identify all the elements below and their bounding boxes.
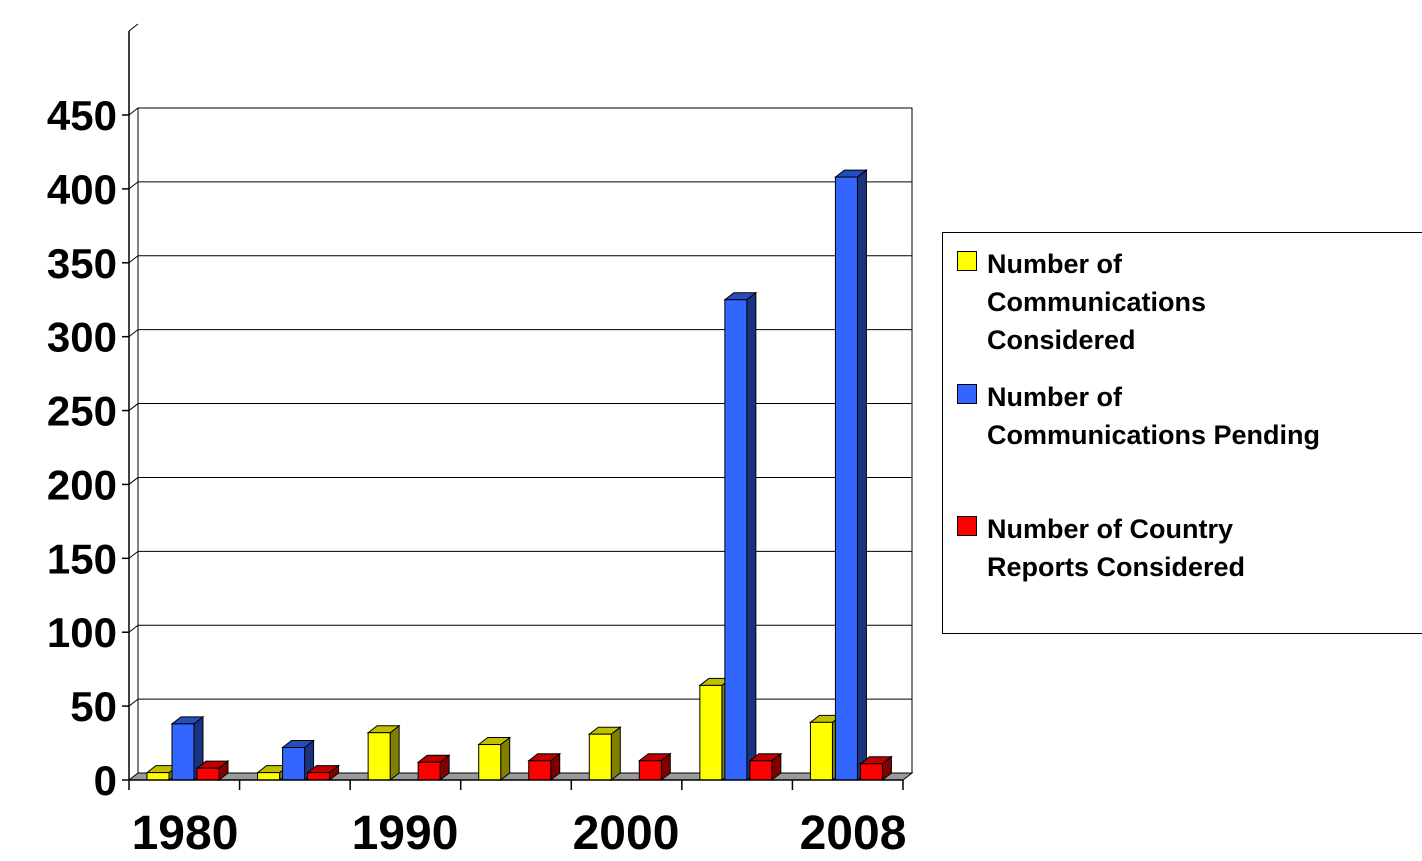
- y-tick-label: 250: [47, 388, 117, 435]
- bar: [170, 715, 205, 782]
- y-tick-label: 100: [47, 609, 117, 656]
- y-tick-label: 200: [47, 461, 117, 508]
- bar-front: [257, 772, 281, 781]
- bar-front: [834, 176, 858, 781]
- bar-front: [638, 760, 662, 781]
- bar-front: [307, 772, 331, 781]
- gridline-side: [128, 329, 139, 338]
- bar-front: [699, 684, 723, 781]
- bar: [858, 755, 893, 782]
- legend-label-line: Communications Pending: [987, 420, 1321, 450]
- legend-label: Number of Communications Pending: [987, 378, 1407, 454]
- bar-side: [856, 169, 867, 782]
- bar-front: [809, 721, 833, 781]
- bar: [723, 291, 758, 782]
- bar-front: [146, 772, 170, 781]
- bar-front: [171, 723, 195, 781]
- y-tick-label: 350: [47, 240, 117, 287]
- x-tick-label: 2008: [800, 807, 907, 860]
- legend-label-line: Number of: [987, 382, 1122, 412]
- bar: [306, 764, 341, 782]
- gridline-side: [128, 255, 139, 264]
- bar-front: [528, 760, 552, 781]
- bar-front: [282, 746, 306, 781]
- bar-side: [610, 726, 621, 782]
- x-tick-label: 2000: [573, 807, 680, 860]
- bar: [366, 724, 401, 782]
- bar: [833, 169, 868, 782]
- legend-label-line: Reports Considered: [987, 552, 1246, 582]
- legend-item-country-reports: Number of Country Reports Considered: [957, 510, 1407, 586]
- bar-front: [724, 299, 748, 781]
- bar-front: [478, 744, 502, 781]
- x-tick-label: 1990: [352, 807, 459, 860]
- bar: [637, 752, 672, 782]
- y-tick-label: 50: [70, 683, 117, 730]
- plot-back-wall: [137, 107, 913, 774]
- bar-front: [367, 732, 391, 781]
- y-tick-label: 0: [94, 757, 117, 804]
- bar-side: [389, 724, 400, 782]
- bar: [527, 752, 562, 782]
- axes: [122, 23, 904, 790]
- legend-label-line: Considered: [987, 325, 1136, 355]
- bars: [145, 169, 893, 782]
- y-tick-label: 450: [47, 92, 117, 139]
- gridline-side: [128, 550, 139, 559]
- x-tick-label: 1980: [132, 807, 239, 860]
- legend-label-line: Communications: [987, 287, 1207, 317]
- bar: [416, 754, 451, 782]
- bar-front: [859, 763, 883, 781]
- bar-chart: 0 50 100 150 200 250 300 350 400 450 1980 1990 2000…: [47, 23, 914, 860]
- bar-side: [746, 291, 757, 782]
- bar-front: [417, 761, 441, 781]
- legend-label-line: Number of Country: [987, 514, 1233, 544]
- bar: [587, 726, 622, 782]
- gridline-side: [128, 107, 139, 116]
- plot-area: [127, 107, 914, 781]
- y-tick-label: 300: [47, 314, 117, 361]
- gridline-side: [128, 403, 139, 411]
- bar-front: [196, 767, 220, 781]
- legend-swatch-red: [957, 516, 977, 536]
- bar-front: [588, 733, 612, 781]
- y-axis-top: [128, 23, 139, 32]
- legend-label: Number of Country Reports Considered: [987, 510, 1407, 586]
- gridline-side: [128, 181, 139, 190]
- legend-label: Number of Communications Considered: [987, 245, 1407, 359]
- gridline-side: [128, 477, 139, 485]
- legend-label-line: Number of: [987, 249, 1122, 279]
- bar-front: [749, 760, 773, 781]
- y-tick-label: 400: [47, 166, 117, 213]
- y-tick-labels: 0 50 100 150 200 250 300 350 400 450: [47, 92, 117, 804]
- plot-floor: [127, 772, 914, 781]
- legend-item-communications-considered: Number of Communications Considered: [957, 245, 1407, 359]
- bar: [195, 760, 230, 782]
- gridline-side: [128, 698, 139, 707]
- bar: [477, 736, 512, 782]
- x-tick-labels: 1980 1990 2000 2008: [132, 807, 907, 860]
- legend: Number of Communications Considered Numb…: [942, 232, 1422, 634]
- bar: [748, 752, 783, 782]
- legend-swatch-blue: [957, 384, 977, 404]
- legend-swatch-yellow: [957, 251, 977, 271]
- y-tick-label: 150: [47, 535, 117, 582]
- gridline-side: [128, 624, 139, 633]
- gridlines: [128, 107, 912, 707]
- legend-item-communications-pending: Number of Communications Pending: [957, 378, 1407, 454]
